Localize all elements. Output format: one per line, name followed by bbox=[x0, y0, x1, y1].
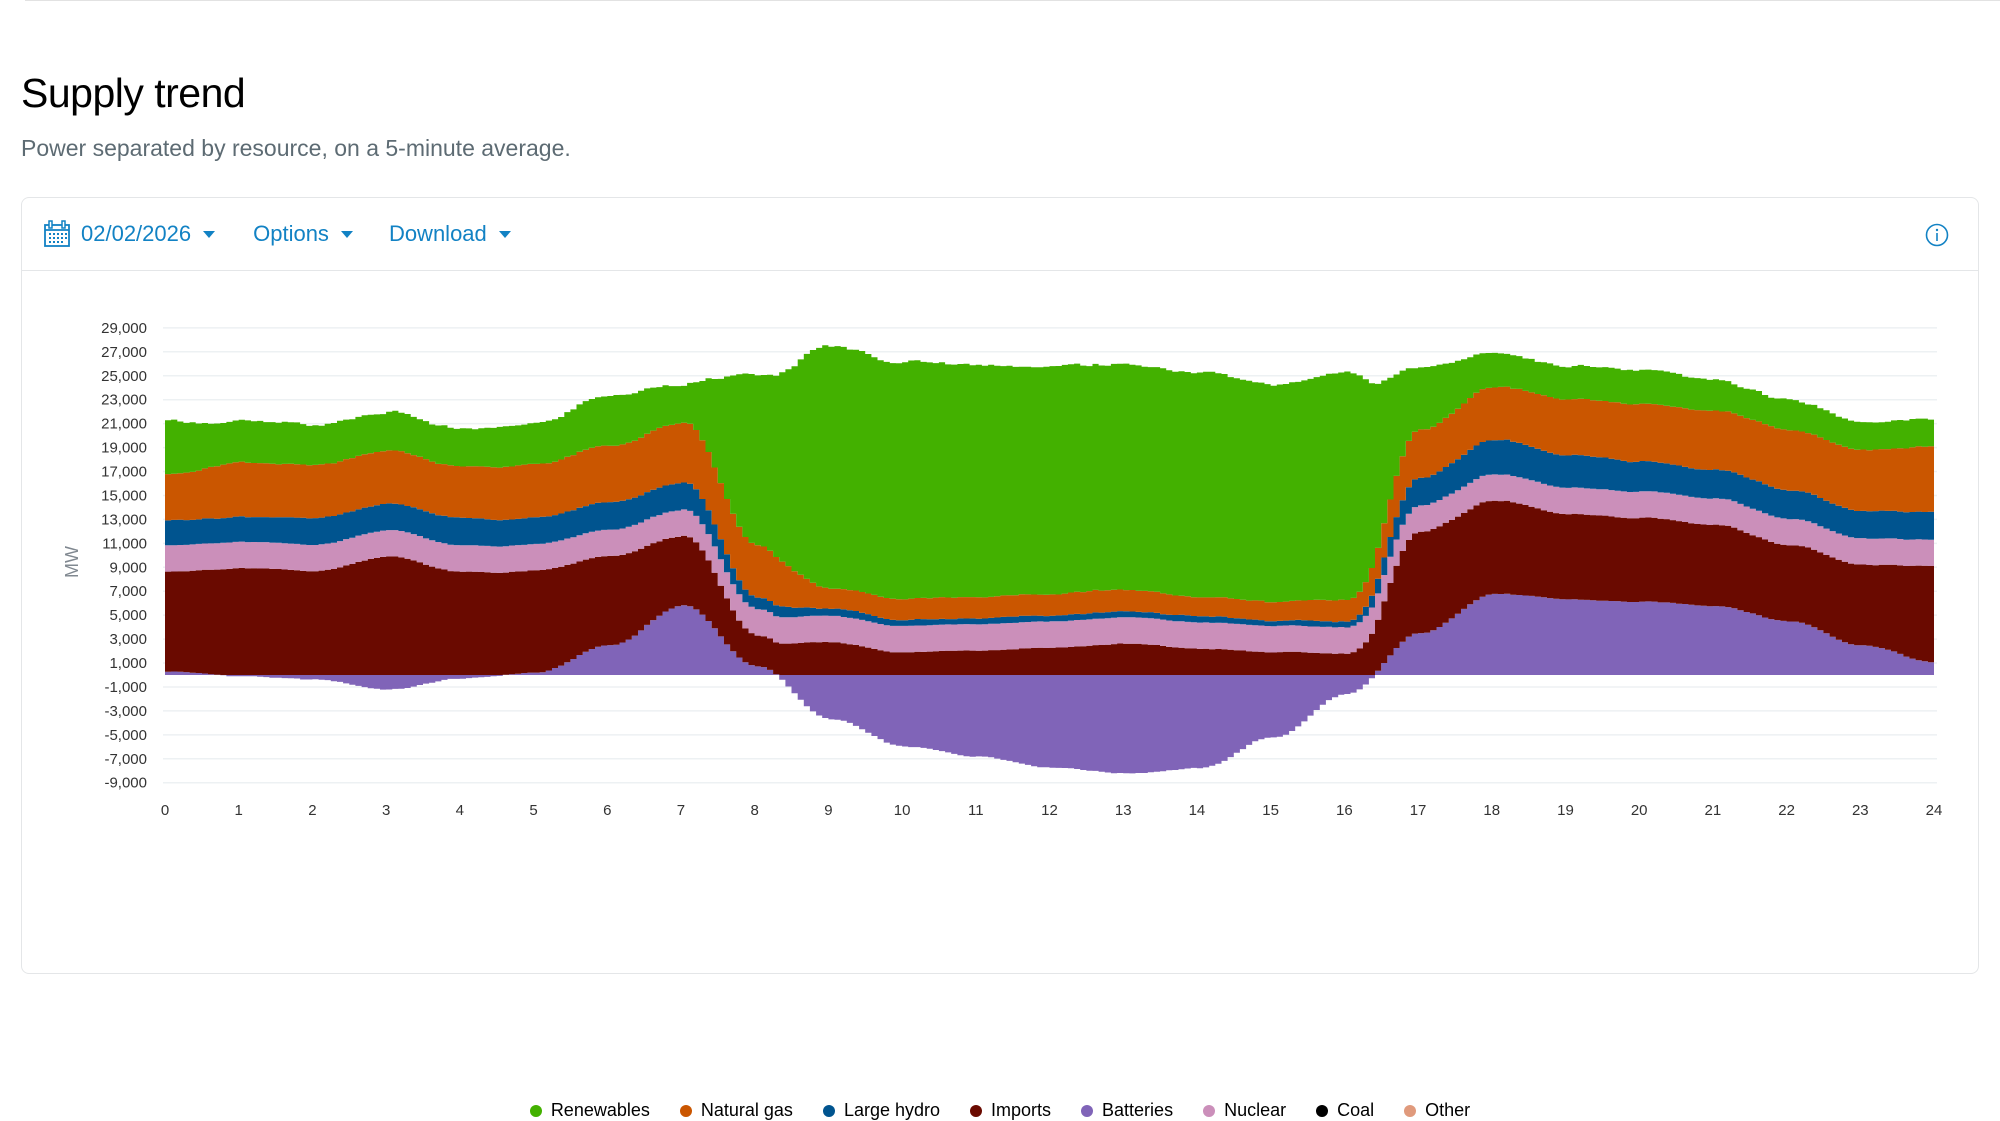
x-tick-label: 13 bbox=[1115, 802, 1132, 819]
legend-dot-icon bbox=[970, 1104, 983, 1117]
x-tick-label: 23 bbox=[1852, 802, 1869, 819]
y-tick-label: 19,000 bbox=[101, 440, 147, 457]
area-renewables bbox=[165, 345, 1934, 603]
y-tick-label: 1,000 bbox=[109, 655, 147, 672]
y-tick-label: 15,000 bbox=[101, 487, 147, 504]
calendar-icon bbox=[44, 220, 70, 247]
y-tick-label: 9,000 bbox=[109, 559, 147, 576]
legend-dot-icon bbox=[679, 1104, 692, 1117]
x-tick-label: 18 bbox=[1483, 802, 1500, 819]
x-tick-label: 21 bbox=[1705, 802, 1722, 819]
legend-label: Coal bbox=[1337, 1100, 1375, 1120]
y-tick-label: -1,000 bbox=[104, 679, 147, 696]
x-tick-label: 16 bbox=[1336, 802, 1353, 819]
area-natural-gas bbox=[165, 386, 1934, 623]
y-tick-label: 17,000 bbox=[101, 464, 147, 481]
y-tick-label: 7,000 bbox=[109, 583, 147, 600]
legend-item-other[interactable]: Other bbox=[1404, 1100, 1470, 1121]
legend-item-large-hydro[interactable]: Large hydro bbox=[822, 1100, 941, 1121]
y-tick-label: 5,000 bbox=[109, 607, 147, 624]
legend-dot-icon bbox=[529, 1104, 542, 1117]
legend-label: Natural gas bbox=[700, 1100, 793, 1120]
x-tick-label: 8 bbox=[750, 802, 758, 819]
x-axis-ticks: 0 1 2 3 4 5 6 7 8 9 10 11 12 13 14 15 16 17 18 19 20 21 22 23 24 bbox=[161, 802, 1943, 819]
y-tick-label: 3,000 bbox=[109, 631, 147, 648]
area-imports bbox=[165, 500, 1934, 675]
date-label: 02/02/2026 bbox=[81, 221, 192, 246]
legend-dot-icon bbox=[822, 1104, 835, 1117]
x-tick-label: 14 bbox=[1189, 802, 1206, 819]
legend-dot-icon bbox=[1081, 1104, 1094, 1117]
legend-item-batteries[interactable]: Batteries bbox=[1081, 1100, 1173, 1121]
x-tick-label: 3 bbox=[382, 802, 390, 819]
legend-dot-icon bbox=[1404, 1104, 1417, 1117]
x-tick-label: 19 bbox=[1557, 802, 1574, 819]
supply-trend-chart: 29,00027,00025,00023,00021,00019,00017,0… bbox=[62, 320, 1943, 819]
area-large-hydro bbox=[165, 439, 1934, 628]
x-tick-label: 6 bbox=[603, 802, 611, 819]
y-axis-label: MW bbox=[62, 546, 82, 578]
download-dropdown[interactable]: Download bbox=[389, 221, 511, 247]
x-tick-label: 4 bbox=[456, 802, 464, 819]
page-title: Supply trend bbox=[21, 70, 246, 116]
y-tick-label: 23,000 bbox=[101, 392, 147, 409]
x-tick-label: 1 bbox=[235, 802, 243, 819]
x-tick-label: 10 bbox=[894, 802, 911, 819]
legend-dot-icon bbox=[1316, 1104, 1329, 1117]
legend-item-coal[interactable]: Coal bbox=[1316, 1100, 1374, 1121]
area-batteries bbox=[165, 593, 1934, 774]
download-label: Download bbox=[388, 221, 487, 246]
legend-item-imports[interactable]: Imports bbox=[970, 1100, 1051, 1121]
info-icon[interactable] bbox=[1925, 223, 1949, 247]
legend-label: Nuclear bbox=[1224, 1100, 1287, 1120]
legend-item-natural-gas[interactable]: Natural gas bbox=[679, 1100, 793, 1121]
top-divider bbox=[25, 0, 2000, 1]
legend-item-nuclear[interactable]: Nuclear bbox=[1203, 1100, 1286, 1121]
x-tick-label: 20 bbox=[1631, 802, 1648, 819]
x-tick-label: 15 bbox=[1262, 802, 1279, 819]
page-subtitle: Power separated by resource, on a 5-minu… bbox=[21, 135, 571, 161]
options-dropdown[interactable]: Options bbox=[253, 221, 353, 247]
y-tick-label: 27,000 bbox=[101, 344, 147, 361]
y-tick-label: -3,000 bbox=[104, 703, 147, 720]
date-picker-button[interactable]: 02/02/2026 bbox=[43, 220, 216, 248]
y-tick-label: -9,000 bbox=[104, 775, 147, 792]
y-tick-label: 25,000 bbox=[101, 368, 147, 385]
x-tick-label: 5 bbox=[529, 802, 537, 819]
legend-item-renewables[interactable]: Renewables bbox=[529, 1100, 650, 1121]
y-axis-ticks: 29,000 27,000 25,000 23,000 21,000 19,000 17,0… bbox=[101, 320, 147, 792]
legend-label: Other bbox=[1425, 1100, 1471, 1120]
chevron-down-icon bbox=[203, 230, 216, 238]
chevron-down-icon bbox=[498, 230, 511, 238]
chart-toolbar: 02/02/2026 Options Download bbox=[22, 198, 1978, 271]
x-tick-label: 17 bbox=[1410, 802, 1427, 819]
y-tick-label: 11,000 bbox=[102, 535, 147, 552]
chart-legend: Renewables Natural gas Large hydro Imports B… bbox=[22, 1100, 1978, 1121]
x-tick-label: 12 bbox=[1041, 802, 1058, 819]
legend-dot-icon bbox=[1203, 1104, 1216, 1117]
y-tick-label: 21,000 bbox=[101, 416, 147, 433]
x-tick-label: 2 bbox=[308, 802, 316, 819]
x-tick-label: 11 bbox=[968, 802, 984, 819]
x-tick-label: 7 bbox=[677, 802, 685, 819]
legend-label: Imports bbox=[991, 1100, 1052, 1120]
legend-label: Large hydro bbox=[843, 1100, 941, 1120]
options-label: Options bbox=[253, 221, 329, 246]
x-tick-label: 22 bbox=[1778, 802, 1795, 819]
stacked-areas bbox=[165, 345, 1934, 774]
chevron-down-icon bbox=[340, 230, 353, 238]
area-nuclear bbox=[165, 474, 1934, 654]
x-tick-label: 9 bbox=[824, 802, 832, 819]
x-tick-label: 0 bbox=[161, 802, 169, 819]
legend-label: Renewables bbox=[550, 1100, 650, 1120]
y-tick-label: 29,000 bbox=[101, 320, 147, 337]
x-tick-label: 24 bbox=[1926, 802, 1943, 819]
legend-label: Batteries bbox=[1102, 1100, 1174, 1120]
y-tick-label: -7,000 bbox=[104, 751, 147, 768]
y-tick-label: 13,000 bbox=[101, 511, 147, 528]
y-tick-label: -5,000 bbox=[104, 727, 147, 744]
